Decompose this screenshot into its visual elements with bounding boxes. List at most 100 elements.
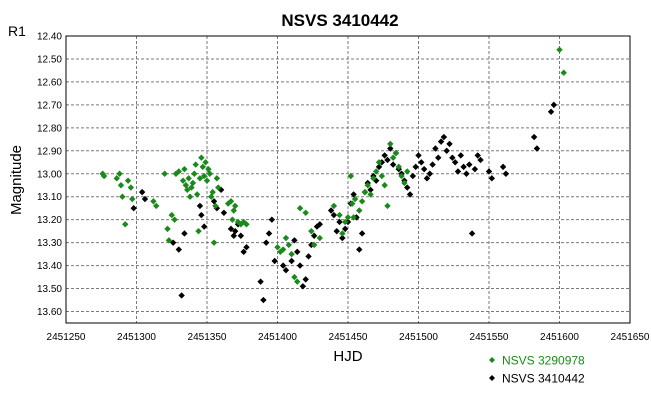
data-point [282, 266, 290, 274]
data-point [202, 159, 209, 166]
x-tick-label: 2451650 [611, 332, 650, 343]
data-point [485, 168, 493, 175]
legend-label: NSVS 3290978 [502, 354, 585, 368]
data-point [129, 195, 136, 203]
data-point [279, 262, 287, 269]
data-point [344, 214, 352, 221]
data-point [186, 193, 194, 200]
data-point [367, 186, 374, 194]
data-point [296, 262, 304, 269]
y-tick-label: 13.60 [37, 307, 62, 318]
data-point [184, 186, 191, 194]
data-point [404, 168, 411, 175]
data-point [299, 283, 307, 290]
plot-area-border [65, 35, 631, 324]
data-point [384, 156, 391, 164]
data-point [196, 202, 204, 210]
data-point [560, 69, 567, 76]
data-point [237, 232, 245, 239]
data-point [502, 170, 510, 177]
data-point [381, 152, 388, 159]
data-point [119, 193, 126, 200]
data-point [217, 186, 225, 194]
data-point [257, 278, 264, 285]
data-point [279, 246, 287, 253]
data-point [387, 140, 394, 148]
data-point [530, 133, 538, 141]
data-point [341, 218, 349, 226]
y-tick-label: 13.10 [37, 192, 62, 203]
data-point [429, 161, 436, 168]
data-point [243, 221, 250, 228]
x-tick-labels: 2451250 2451300 2451350 2451400 2451450 24515… [47, 332, 650, 343]
data-point [164, 225, 171, 233]
data-point [437, 138, 445, 145]
data-point [305, 253, 312, 260]
x-tick-label: 2451250 [47, 332, 86, 343]
data-point [227, 225, 235, 233]
x-tick-label: 2451400 [258, 332, 297, 343]
data-point [220, 209, 228, 216]
data-point [291, 273, 298, 281]
data-point [192, 161, 199, 168]
data-point [165, 237, 173, 244]
data-point [200, 172, 208, 180]
data-point [116, 170, 123, 177]
data-point [451, 159, 459, 166]
data-point [395, 163, 402, 171]
data-point [440, 133, 448, 141]
data-point [198, 211, 205, 219]
data-point [178, 292, 185, 299]
data-point [100, 172, 108, 180]
y-tick-label: 12.60 [37, 77, 62, 88]
data-point [260, 296, 267, 304]
data-point [230, 207, 237, 214]
y-tick-labels: 12.40 12.50 12.60 12.70 12.80 12.90 13.00 13.10… [37, 32, 62, 319]
data-point [175, 168, 182, 175]
data-point [294, 278, 301, 285]
data-point [330, 211, 338, 219]
data-point [401, 179, 408, 187]
data-point [356, 207, 363, 214]
data-point [237, 221, 245, 228]
data-point [471, 165, 479, 173]
data-point [310, 241, 318, 249]
data-point [189, 179, 197, 187]
data-point [406, 191, 414, 198]
data-point [443, 147, 450, 154]
data-point [367, 191, 374, 198]
data-point [316, 234, 323, 242]
data-point [153, 202, 160, 210]
data-point [347, 172, 355, 180]
data-point [212, 202, 219, 210]
data-point [181, 165, 188, 173]
data-point [333, 227, 340, 235]
data-point [550, 101, 558, 109]
data-point [556, 46, 563, 53]
data-point [358, 198, 366, 205]
data-point [113, 175, 120, 182]
y-tick-label: 12.50 [37, 54, 62, 65]
data-point [240, 248, 247, 256]
legend-marker [489, 357, 495, 363]
data-point [302, 276, 309, 283]
data-point [468, 230, 476, 237]
data-point [350, 214, 357, 221]
x-tick-label: 2451550 [470, 332, 509, 343]
data-point [499, 163, 507, 171]
data-point [296, 205, 304, 212]
data-point [122, 221, 129, 228]
data-point [533, 145, 541, 152]
data-point [364, 182, 371, 189]
data-point [232, 227, 239, 235]
legend-marker [489, 375, 495, 381]
data-point [179, 177, 187, 184]
data-point [169, 239, 177, 246]
x-tick-label: 2451350 [188, 332, 227, 343]
data-point [224, 200, 232, 207]
data-point [547, 108, 555, 115]
data-point [404, 184, 411, 191]
data-point [232, 202, 239, 210]
data-point [358, 230, 366, 237]
